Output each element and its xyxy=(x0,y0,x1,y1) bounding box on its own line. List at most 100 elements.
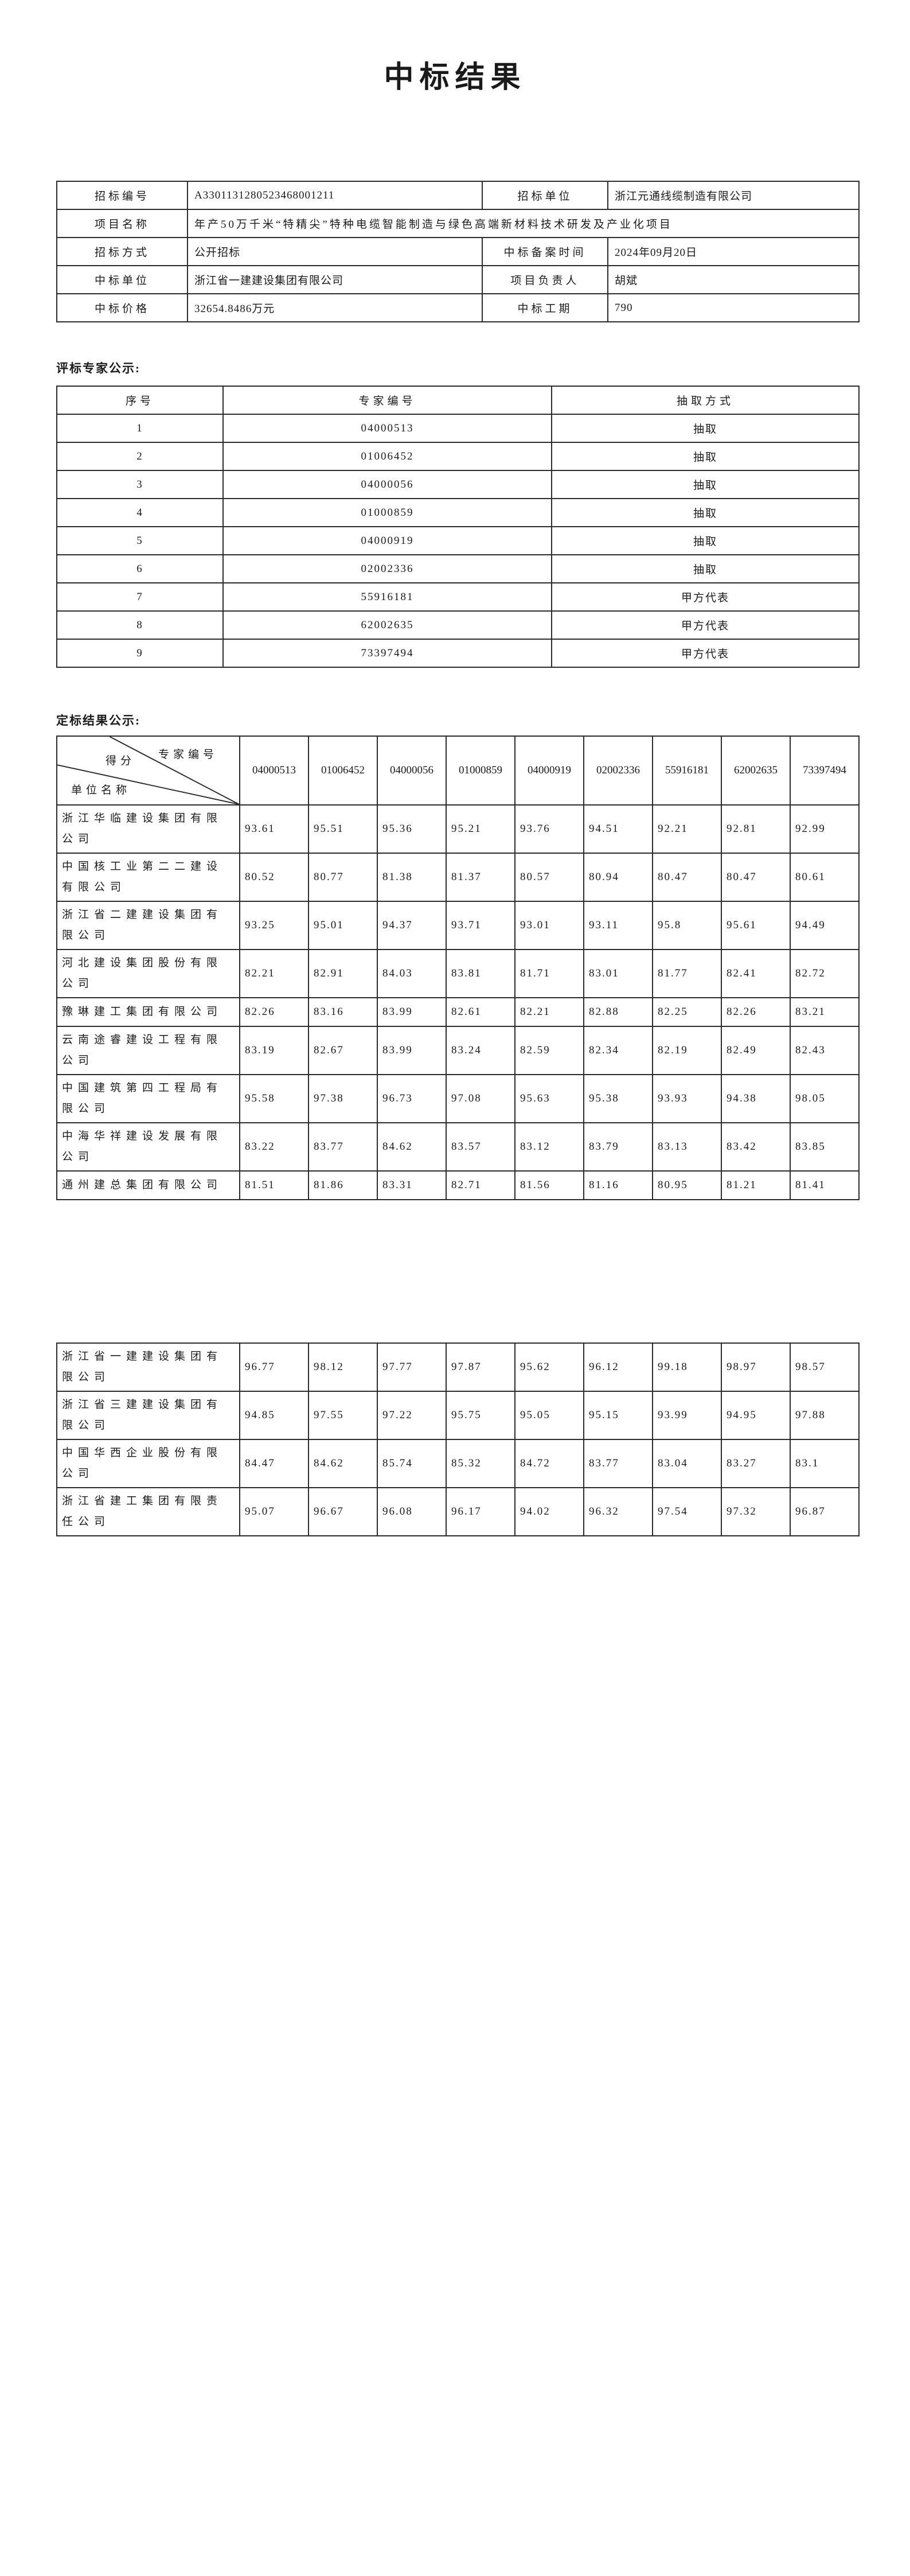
score-cell: 83.21 xyxy=(790,997,860,1027)
score-table-row: 浙江省三建建设集团有限公司 94.85 97.55 97.22 95.75 95.05 95… xyxy=(56,1391,860,1440)
score-cell: 82.21 xyxy=(239,949,309,998)
info-table-row: 招标方式 公开招标 中标备案时间 2024年09月20日 xyxy=(56,237,860,266)
score-cell: 96.08 xyxy=(377,1487,447,1536)
score-cell: 83.27 xyxy=(721,1439,791,1488)
score-cell: 82.91 xyxy=(308,949,378,998)
info-label-cell: 招标编号 xyxy=(56,181,188,210)
score-cell: 95.07 xyxy=(239,1487,309,1536)
score-table-row: 浙江省一建建设集团有限公司 96.77 98.12 97.77 97.87 95.62 96… xyxy=(56,1343,860,1392)
score-cell: 83.57 xyxy=(446,1122,515,1172)
score-cell: 96.12 xyxy=(583,1343,653,1392)
expert-table-row: 4 01000859 抽取 xyxy=(56,498,860,527)
info-value-cell: 浙江元通线缆制造有限公司 xyxy=(607,181,860,210)
score-cell: 93.99 xyxy=(652,1391,722,1440)
score-cell: 95.38 xyxy=(583,1074,653,1123)
score-cell: 82.49 xyxy=(721,1026,791,1075)
score-cell: 97.55 xyxy=(308,1391,378,1440)
score-table-row: 豫琳建工集团有限公司 82.26 83.16 83.99 82.61 82.21 82.88… xyxy=(56,997,860,1027)
score-cell: 84.72 xyxy=(514,1439,584,1488)
score-table-row: 中海华祥建设发展有限公司 83.22 83.77 84.62 83.57 83.12 83.… xyxy=(56,1122,860,1172)
score-cell: 84.62 xyxy=(377,1122,447,1172)
score-cell: 95.15 xyxy=(583,1391,653,1440)
score-cell: 96.73 xyxy=(377,1074,447,1123)
info-value-cell: A3301131280523468001211 xyxy=(187,181,483,210)
expert-method-cell: 甲方代表 xyxy=(551,582,860,612)
score-cell: 97.87 xyxy=(446,1343,515,1392)
score-cell: 81.77 xyxy=(652,949,722,998)
score-cell: 83.16 xyxy=(308,997,378,1027)
score-cell: 93.71 xyxy=(446,901,515,950)
score-cell: 93.76 xyxy=(514,804,584,854)
score-cell: 93.25 xyxy=(239,901,309,950)
score-cell: 93.61 xyxy=(239,804,309,854)
score-cell: 98.12 xyxy=(308,1343,378,1392)
info-value-cell: 浙江省一建建设集团有限公司 xyxy=(187,265,483,294)
score-table-part2: 浙江省一建建设集团有限公司 96.77 98.12 97.77 97.87 95.62 96… xyxy=(56,1343,860,1536)
expert-table-row: 5 04000919 抽取 xyxy=(56,526,860,555)
score-table-row: 浙江华临建设集团有限公司 93.61 95.51 95.36 95.21 93.76 94.… xyxy=(56,804,860,854)
info-value-cell: 32654.8486万元 xyxy=(187,293,483,322)
score-cell: 93.93 xyxy=(652,1074,722,1123)
expert-header-cell: 专家编号 xyxy=(222,386,552,415)
score-cell: 94.85 xyxy=(239,1391,309,1440)
expert-table-row: 8 62002635 甲方代表 xyxy=(56,610,860,640)
score-table-row: 中国华西企业股份有限公司 84.47 84.62 85.74 85.32 84.72 83.… xyxy=(56,1439,860,1488)
score-cell: 82.25 xyxy=(652,997,722,1027)
info-value-cell: 胡斌 xyxy=(607,265,860,294)
expert-id-cell: 55916181 xyxy=(222,582,552,612)
company-name-cell: 豫琳建工集团有限公司 xyxy=(56,997,240,1027)
score-cell: 94.02 xyxy=(514,1487,584,1536)
expert-method-cell: 甲方代表 xyxy=(551,610,860,640)
score-cell: 80.94 xyxy=(583,853,653,902)
bid-info-table: 招标编号 A3301131280523468001211 招标单位 浙江元通线缆制造有… xyxy=(56,181,860,322)
expert-method-cell: 抽取 xyxy=(551,498,860,527)
score-cell: 82.21 xyxy=(514,997,584,1027)
expert-id-header-cell: 01000859 xyxy=(446,736,515,806)
score-cell: 98.97 xyxy=(721,1343,791,1392)
company-name-cell: 河北建设集团股份有限公司 xyxy=(56,949,240,998)
expert-table: 序号 专家编号 抽取方式 1 04000513 抽取 2 01006452 抽取 3 0400005… xyxy=(56,386,860,668)
score-table-row: 浙江省二建建设集团有限公司 93.25 95.01 94.37 93.71 93.01 93… xyxy=(56,901,860,950)
expert-table-row: 6 02002336 抽取 xyxy=(56,554,860,583)
company-name-cell: 中国华西企业股份有限公司 xyxy=(56,1439,240,1488)
score-cell: 81.86 xyxy=(308,1170,378,1200)
score-cell: 83.81 xyxy=(446,949,515,998)
score-cell: 83.12 xyxy=(514,1122,584,1172)
expert-table-row: 9 73397494 甲方代表 xyxy=(56,639,860,668)
info-table-row: 项目名称 年产50万千米“特精尖”特种电缆智能制造与绿色高端新材料技术研发及产业化… xyxy=(56,209,860,238)
corner-label-score: 得分 xyxy=(106,755,136,767)
score-cell: 83.13 xyxy=(652,1122,722,1172)
score-cell: 80.77 xyxy=(308,853,378,902)
expert-index-cell: 4 xyxy=(56,498,224,527)
expert-index-cell: 6 xyxy=(56,554,224,583)
expert-id-header-cell: 62002635 xyxy=(721,736,791,806)
expert-table-row: 1 04000513 抽取 xyxy=(56,414,860,443)
page-title: 中标结果 xyxy=(384,61,526,94)
expert-method-cell: 抽取 xyxy=(551,554,860,583)
score-cell: 83.79 xyxy=(583,1122,653,1172)
score-table-row: 云南途睿建设工程有限公司 83.19 82.67 83.99 83.24 82.59 82.… xyxy=(56,1026,860,1075)
score-table-part1: 专家编号 得分 单位名称 04000513 01006452 04000056 010008… xyxy=(56,736,860,1200)
info-label-cell: 招标方式 xyxy=(56,237,188,266)
company-name-cell: 中国核工业第二二建设有限公司 xyxy=(56,853,240,902)
score-cell: 85.74 xyxy=(377,1439,447,1488)
score-cell: 83.42 xyxy=(721,1122,791,1172)
score-cell: 83.31 xyxy=(377,1170,447,1200)
score-cell: 80.95 xyxy=(652,1170,722,1200)
expert-id-header-cell: 04000056 xyxy=(377,736,447,806)
score-cell: 83.1 xyxy=(790,1439,860,1488)
company-name-cell: 浙江省二建建设集团有限公司 xyxy=(56,901,240,950)
score-cell: 84.62 xyxy=(308,1439,378,1488)
score-cell: 80.61 xyxy=(790,853,860,902)
score-table-row: 中国建筑第四工程局有限公司 95.58 97.38 96.73 97.08 95.63 95… xyxy=(56,1074,860,1123)
score-cell: 92.21 xyxy=(652,804,722,854)
info-label-cell: 中标价格 xyxy=(56,293,188,322)
corner-label-expert-id: 专家编号 xyxy=(158,749,218,761)
info-value-cell: 年产50万千米“特精尖”特种电缆智能制造与绿色高端新材料技术研发及产业化项目 xyxy=(187,209,860,238)
score-table-row: 浙江省建工集团有限责任公司 95.07 96.67 96.08 96.17 94.02 96… xyxy=(56,1487,860,1536)
score-cell: 82.19 xyxy=(652,1026,722,1075)
score-cell: 82.26 xyxy=(721,997,791,1027)
score-cell: 81.41 xyxy=(790,1170,860,1200)
expert-header-cell: 抽取方式 xyxy=(551,386,860,415)
score-cell: 82.71 xyxy=(446,1170,515,1200)
